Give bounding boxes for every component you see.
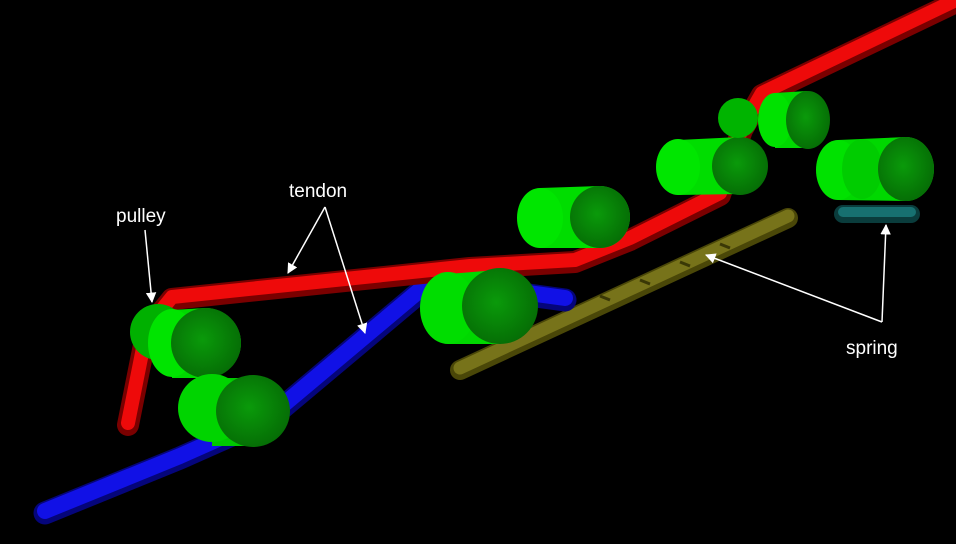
- pulley-upper-middle: [517, 186, 630, 248]
- spring-yellow: [450, 208, 798, 380]
- spring-label: spring: [846, 338, 898, 359]
- pulley-label: pulley: [116, 206, 166, 227]
- pulley-right-back: [718, 98, 758, 138]
- pulley-left-lower: [178, 374, 290, 447]
- pulley-far-right: [816, 137, 934, 201]
- spring-arrow-teal: [880, 223, 891, 323]
- annotation-arrows: [144, 206, 891, 335]
- pulley-right-upper: [758, 91, 830, 149]
- pulley-arrow: [144, 229, 157, 304]
- pulley-left-upper: [148, 308, 241, 378]
- tendon-label: tendon: [289, 181, 347, 202]
- pulley-middle: [420, 268, 538, 344]
- pulley-right-lower: [656, 137, 768, 195]
- tendon-arrow-red: [287, 206, 326, 274]
- spring-teal: [834, 205, 920, 223]
- tendon-arrow-blue: [324, 206, 368, 335]
- spring-arrow-yellow: [705, 253, 883, 323]
